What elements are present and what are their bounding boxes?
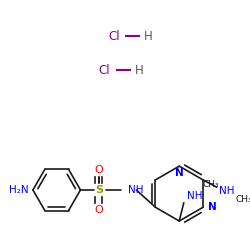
- Text: O: O: [94, 165, 103, 175]
- Text: S: S: [95, 185, 103, 195]
- Text: NH: NH: [128, 185, 144, 195]
- Text: CH₃: CH₃: [235, 196, 250, 204]
- Text: H₂N: H₂N: [9, 185, 28, 195]
- Text: N: N: [175, 168, 184, 178]
- Text: Cl: Cl: [108, 30, 120, 43]
- Text: NH: NH: [186, 191, 202, 201]
- Text: H: H: [134, 64, 143, 77]
- Text: CH₃: CH₃: [202, 180, 219, 189]
- Text: N: N: [208, 202, 216, 212]
- Text: NH: NH: [220, 186, 235, 196]
- Text: Cl: Cl: [99, 64, 110, 77]
- Text: O: O: [94, 205, 103, 215]
- Text: H: H: [144, 30, 152, 43]
